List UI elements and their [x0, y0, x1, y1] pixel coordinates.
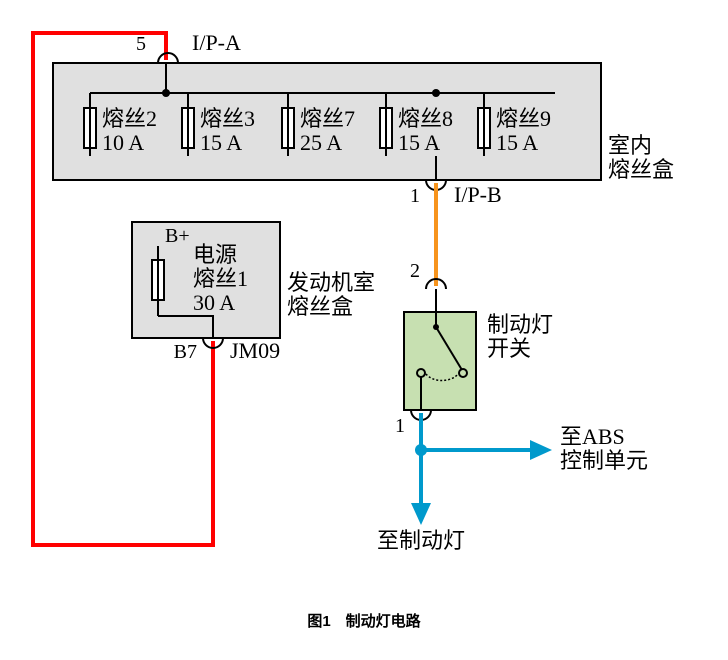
fuse-rating: 10 A: [102, 130, 144, 155]
brake-switch-label-2: 开关: [487, 336, 531, 361]
node-bus-1: [162, 89, 170, 97]
to-abs-label-2: 控制单元: [560, 448, 648, 473]
fuse-name: 熔丝7: [300, 106, 355, 131]
to-brake-light-label: 至制动灯: [377, 528, 465, 553]
indoor-box-label-2: 熔丝盒: [608, 157, 674, 182]
fuse-rating: 15 A: [496, 130, 538, 155]
fuse-name: 熔丝2: [102, 106, 157, 131]
figure-caption: 图1 制动灯电路: [0, 610, 728, 631]
engine-fuse-name-1: 电源: [193, 242, 237, 267]
ip-a-label: I/P-A: [192, 30, 241, 55]
indoor-box-label-1: 室内: [608, 133, 652, 158]
node-bus-2: [432, 89, 440, 97]
jm09-label: JM09: [230, 338, 280, 363]
pin5-label: 5: [136, 33, 146, 55]
engine-box-label-2: 熔丝盒: [287, 294, 353, 319]
b7-label: B7: [174, 341, 197, 363]
pin2-label: 2: [410, 260, 420, 282]
fuse-name: 熔丝3: [200, 106, 255, 131]
ip-b-label: I/P-B: [454, 182, 502, 207]
brake-light-switch-box: [404, 312, 476, 410]
pin1a-label: 1: [410, 185, 420, 207]
engine-fuse-rating: 30 A: [193, 290, 235, 315]
bplus-label: B+: [165, 225, 190, 247]
fuse-name: 熔丝8: [398, 106, 453, 131]
fuse-rating: 25 A: [300, 130, 342, 155]
fuse-name: 熔丝9: [496, 106, 551, 131]
fuse-rating: 15 A: [398, 130, 440, 155]
engine-fuse-name-2: 熔丝1: [193, 266, 248, 291]
brake-switch-label-1: 制动灯: [487, 312, 553, 337]
pin1b-label: 1: [395, 415, 405, 437]
engine-box-label-1: 发动机室: [287, 270, 375, 295]
to-abs-label-1: 至ABS: [560, 424, 625, 449]
fuse-rating: 15 A: [200, 130, 242, 155]
